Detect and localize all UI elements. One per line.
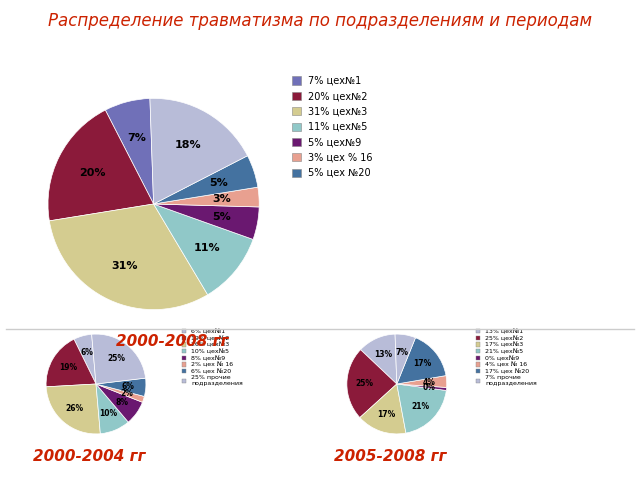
Text: 20%: 20% — [79, 168, 106, 178]
Text: 7%: 7% — [396, 348, 409, 357]
Text: 0%: 0% — [422, 383, 436, 392]
Legend: 6% цех№1, 19% цех№2, 26% цех№3, 10% цех№5, 8% цех№9, 2% цех № 16, 6% цех №20, 25: 6% цех№1, 19% цех№2, 26% цех№3, 10% цех№… — [179, 326, 245, 389]
Text: 5%: 5% — [209, 178, 228, 188]
Text: 4%: 4% — [423, 378, 436, 387]
Wedge shape — [397, 375, 447, 387]
Text: 19%: 19% — [59, 363, 77, 372]
Wedge shape — [397, 384, 447, 390]
Wedge shape — [397, 338, 446, 384]
Text: 7%: 7% — [127, 132, 146, 143]
Text: 8%: 8% — [116, 398, 129, 408]
Wedge shape — [96, 378, 146, 396]
Ellipse shape — [48, 175, 259, 249]
Wedge shape — [74, 334, 96, 384]
Text: 10%: 10% — [99, 409, 118, 419]
Text: 11%: 11% — [193, 242, 220, 252]
Wedge shape — [49, 204, 207, 310]
Text: 18%: 18% — [175, 140, 202, 150]
Text: 6%: 6% — [122, 382, 135, 391]
Wedge shape — [395, 334, 415, 384]
Wedge shape — [48, 110, 154, 221]
Text: 2%: 2% — [120, 389, 133, 398]
Text: 13%: 13% — [374, 350, 392, 359]
Text: 2000-2008 гг: 2000-2008 гг — [116, 334, 229, 348]
Wedge shape — [96, 384, 143, 422]
Legend: 13% цех№1, 25% цех№2, 17% цех№3, 21% цех№5, 0% цех№9, 4% цех № 16, 17% цех №20, : 13% цех№1, 25% цех№2, 17% цех№3, 21% цех… — [474, 326, 540, 389]
Text: 25%: 25% — [355, 379, 373, 388]
Text: 31%: 31% — [111, 261, 138, 271]
Wedge shape — [92, 334, 145, 384]
Text: 17%: 17% — [413, 359, 431, 368]
Text: 3%: 3% — [212, 194, 232, 204]
Text: 6%: 6% — [81, 348, 93, 357]
Text: Распределение травматизма по подразделениям и периодам: Распределение травматизма по подразделен… — [48, 12, 592, 30]
Text: 2005-2008 гг: 2005-2008 гг — [334, 449, 447, 464]
Text: 5%: 5% — [212, 212, 230, 222]
Text: 25%: 25% — [108, 354, 125, 363]
Text: 2000-2004 гг: 2000-2004 гг — [33, 449, 146, 464]
Wedge shape — [46, 339, 96, 387]
Ellipse shape — [46, 370, 146, 405]
Wedge shape — [154, 204, 253, 295]
Legend: 7% цех№1, 20% цех№2, 31% цех№3, 11% цех№5, 5% цех№9, 3% цех % 16, 5% цех №20: 7% цех№1, 20% цех№2, 31% цех№3, 11% цех№… — [288, 72, 377, 182]
Wedge shape — [360, 334, 397, 384]
Wedge shape — [154, 156, 258, 204]
Text: 17%: 17% — [378, 410, 396, 419]
Text: 26%: 26% — [66, 404, 84, 413]
Wedge shape — [96, 384, 145, 402]
Wedge shape — [150, 98, 248, 204]
Wedge shape — [360, 384, 406, 434]
Text: 21%: 21% — [412, 402, 429, 411]
Wedge shape — [154, 187, 259, 207]
Ellipse shape — [347, 370, 447, 405]
Wedge shape — [46, 384, 100, 434]
Wedge shape — [154, 204, 259, 240]
Wedge shape — [347, 350, 397, 418]
Wedge shape — [397, 384, 446, 433]
Wedge shape — [96, 384, 128, 434]
Wedge shape — [106, 98, 154, 204]
